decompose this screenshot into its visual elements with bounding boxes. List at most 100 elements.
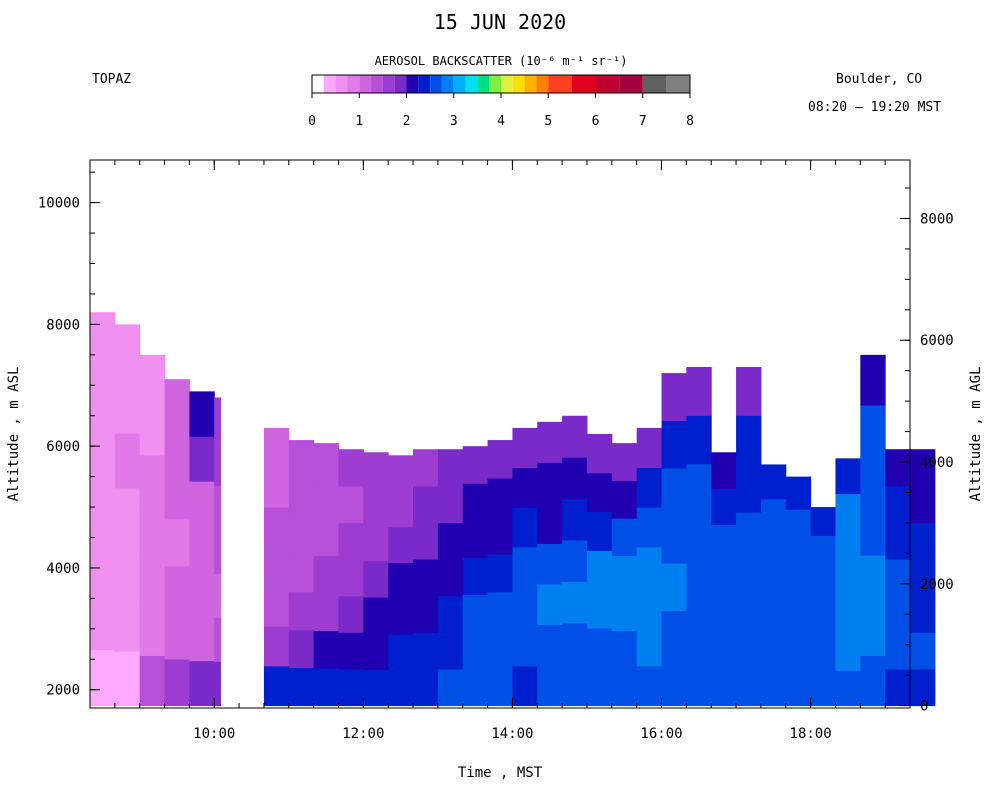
heatmap-cell	[288, 478, 315, 517]
heatmap-cell	[760, 567, 787, 603]
heatmap-cell	[512, 586, 538, 627]
heatmap-cell	[835, 670, 861, 707]
site-label: TOPAZ	[92, 72, 132, 87]
heatmap-cell	[139, 354, 166, 406]
heatmap-cell	[736, 608, 762, 658]
heatmap-cell	[636, 586, 663, 627]
heatmap-cell	[313, 668, 339, 707]
heatmap-cell	[363, 452, 389, 489]
heatmap-cell	[686, 657, 712, 707]
heatmap-cell	[860, 655, 886, 707]
heatmap-cell	[512, 427, 538, 469]
heatmap-cell	[562, 457, 588, 500]
heatmap-cell	[512, 467, 538, 508]
colorbar-swatch	[406, 75, 419, 93]
heatmap-cell	[686, 560, 712, 610]
heatmap-cell	[661, 420, 687, 469]
colorbar-swatch	[371, 75, 383, 93]
heatmap-cell	[512, 546, 538, 588]
colorbar-swatch	[571, 75, 596, 93]
heatmap-cell	[363, 669, 389, 707]
chart-title: 15 JUN 2020	[433, 10, 567, 34]
heatmap-cell	[910, 595, 936, 633]
heatmap-cell	[437, 595, 464, 633]
heatmap-cell	[288, 553, 315, 593]
heatmap-cell	[114, 324, 141, 380]
heatmap-cell	[263, 507, 290, 548]
heatmap-cell	[910, 668, 936, 707]
heatmap-cell	[189, 615, 215, 662]
heatmap-cell	[363, 597, 389, 634]
heatmap-cell	[214, 441, 221, 486]
heatmap-cell	[686, 463, 712, 513]
heatmap-cell	[885, 668, 911, 707]
heatmap-cell	[338, 668, 364, 707]
y-left-tick-label: 10000	[38, 196, 80, 212]
heatmap-cell	[661, 563, 687, 612]
heatmap-cell	[90, 480, 116, 538]
colorbar-tick-label: 5	[544, 114, 552, 129]
heatmap-cell	[885, 449, 911, 487]
heatmap-cell	[835, 634, 861, 671]
heatmap-cell	[760, 533, 787, 569]
colorbar: 0 1 2 3 4 5 6 7 8	[308, 74, 694, 129]
heatmap-cell	[611, 668, 638, 707]
heatmap-cell	[90, 649, 116, 707]
colorbar-swatch	[312, 75, 324, 93]
heatmap-cell	[413, 449, 439, 487]
heatmap-cell	[711, 488, 737, 526]
x-tick-label: 18:00	[790, 726, 832, 742]
heatmap-cell	[586, 666, 613, 707]
colorbar-swatch	[359, 75, 372, 93]
heatmap-cell	[338, 522, 364, 560]
heatmap-cell	[736, 512, 762, 561]
heatmap-cell	[910, 522, 936, 560]
colorbar-swatch	[430, 75, 442, 93]
heatmap-cell	[189, 570, 215, 617]
heatmap-cell	[636, 427, 663, 469]
heatmap-cell	[462, 594, 489, 632]
heatmap-cell	[760, 671, 787, 707]
colorbar-swatch	[465, 75, 478, 93]
heatmap-cell	[189, 436, 215, 482]
heatmap-cell	[711, 524, 737, 562]
heatmap-cell	[288, 591, 315, 631]
heatmap-cell	[338, 595, 364, 633]
heatmap-cell	[562, 539, 588, 582]
heatmap-cell	[114, 596, 141, 652]
heatmap-cell	[413, 632, 439, 670]
colorbar-swatch	[418, 75, 431, 93]
heatmap-cell	[437, 559, 464, 597]
heatmap-cell	[90, 593, 116, 650]
heatmap-cell	[487, 591, 513, 631]
heatmap-cell	[860, 455, 886, 506]
heatmap-cell	[636, 665, 663, 707]
heatmap-cell	[736, 463, 762, 513]
heatmap-cell	[711, 597, 737, 634]
heatmap-cell	[586, 511, 613, 551]
heatmap-cell	[686, 512, 712, 561]
heatmap-cell	[785, 476, 812, 510]
heatmap-cell	[189, 660, 215, 707]
heatmap-cell	[487, 629, 513, 669]
heatmap-cell	[686, 608, 712, 658]
colorbar-swatch	[595, 75, 620, 93]
colorbar-swatch	[536, 75, 549, 93]
heatmap-cell	[189, 481, 215, 527]
time-range-label: 08:20 – 19:20 MST	[808, 100, 942, 115]
colorbar-tick-label: 0	[308, 114, 316, 129]
heatmap-cell	[611, 630, 638, 669]
x-tick-label: 14:00	[491, 726, 533, 742]
heatmap-cell	[885, 559, 911, 597]
heatmap-cell	[636, 626, 663, 667]
x-tick-label: 12:00	[342, 726, 384, 742]
heatmap-cell	[388, 491, 414, 528]
colorbar-swatch	[394, 75, 407, 93]
colorbar-swatch	[441, 75, 454, 93]
heatmap-cell	[313, 555, 339, 594]
heatmap-cell	[413, 522, 439, 560]
heatmap-cell	[537, 421, 563, 463]
y-right-tick-label: 8000	[920, 211, 954, 227]
heatmap-cell	[437, 632, 464, 670]
heatmap-cell	[537, 462, 563, 504]
